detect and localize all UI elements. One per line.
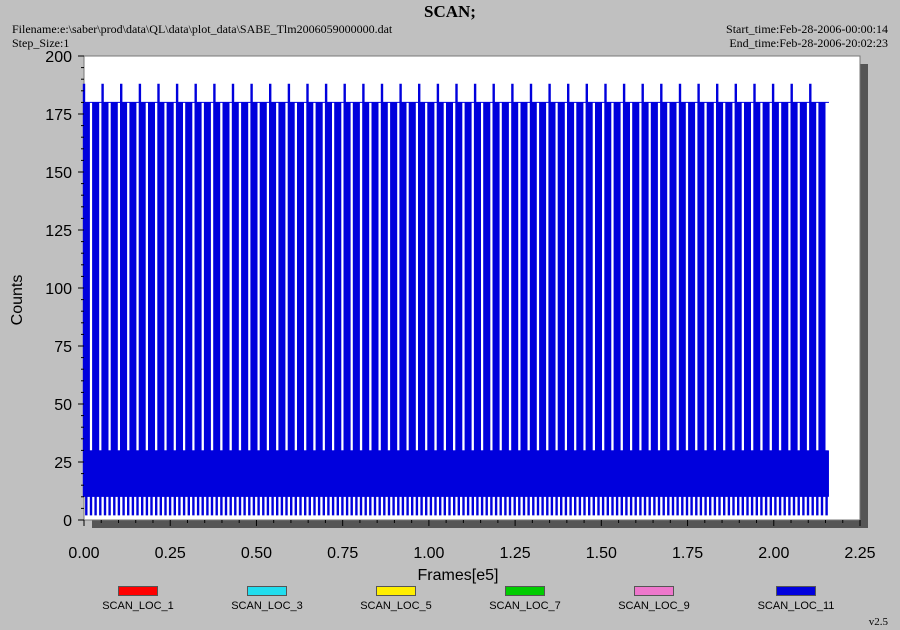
- x-tick-label: 0.50: [241, 545, 272, 562]
- axis-layer: 0 25 50 75 100 125 150 175 200 0.00 0.25 0.50 0.75 1.…: [45, 49, 875, 562]
- legend-item: SCAN_LOC_11: [736, 586, 856, 612]
- x-tick-label: 1.75: [672, 545, 703, 562]
- x-tick-label: 1.00: [413, 545, 444, 562]
- legend-swatch: [505, 586, 545, 596]
- x-tick-label: 0.25: [155, 545, 186, 562]
- x-tick-label: 1.50: [586, 545, 617, 562]
- version-label: v2.5: [868, 616, 888, 628]
- end-time-label: End_time:Feb-28-2006-20:02:23: [729, 36, 888, 50]
- x-tick-label: 0.00: [68, 545, 99, 562]
- y-axis-label: Counts: [9, 275, 26, 326]
- legend-swatch: [376, 586, 416, 596]
- legend-swatch: [247, 586, 287, 596]
- legend-item: SCAN_LOC_9: [594, 586, 714, 612]
- legend-item: SCAN_LOC_3: [207, 586, 327, 612]
- y-tick-label: 175: [45, 107, 72, 124]
- legend-swatch: [634, 586, 674, 596]
- x-tick-label: 2.00: [758, 545, 789, 562]
- legend-swatch: [118, 586, 158, 596]
- legend-label: SCAN_LOC_9: [618, 600, 690, 612]
- y-tick-label: 0: [63, 513, 72, 530]
- legend-swatch: [776, 586, 816, 596]
- legend-item: SCAN_LOC_7: [465, 586, 585, 612]
- x-tick-label: 1.25: [500, 545, 531, 562]
- legend-label: SCAN_LOC_5: [360, 600, 432, 612]
- y-tick-label: 150: [45, 165, 72, 182]
- x-tick-label: 0.75: [327, 545, 358, 562]
- legend-label: SCAN_LOC_7: [489, 600, 561, 612]
- scan-band: [84, 450, 829, 497]
- y-tick-label: 50: [54, 397, 72, 414]
- y-tick-label: 200: [45, 49, 72, 66]
- legend-item: SCAN_LOC_1: [78, 586, 198, 612]
- x-tick-label: 2.25: [844, 545, 875, 562]
- legend-item: SCAN_LOC_5: [336, 586, 456, 612]
- y-tick-label: 75: [54, 339, 72, 356]
- chart-title: SCAN;: [424, 2, 476, 21]
- start-time-label: Start_time:Feb-28-2006-00:00:14: [726, 22, 888, 36]
- y-tick-label: 100: [45, 281, 72, 298]
- filename-label: Filename:e:\saber\prod\data\QL\data\plot…: [12, 22, 393, 36]
- step-size-label: Step_Size:1: [12, 36, 70, 50]
- legend-label: SCAN_LOC_3: [231, 600, 303, 612]
- series-layer: [82, 83, 829, 516]
- y-tick-label: 25: [54, 455, 72, 472]
- legend-label: SCAN_LOC_1: [102, 600, 174, 612]
- y-tick-label: 125: [45, 223, 72, 240]
- x-axis-label: Frames[e5]: [418, 567, 499, 584]
- legend-label: SCAN_LOC_11: [757, 600, 835, 612]
